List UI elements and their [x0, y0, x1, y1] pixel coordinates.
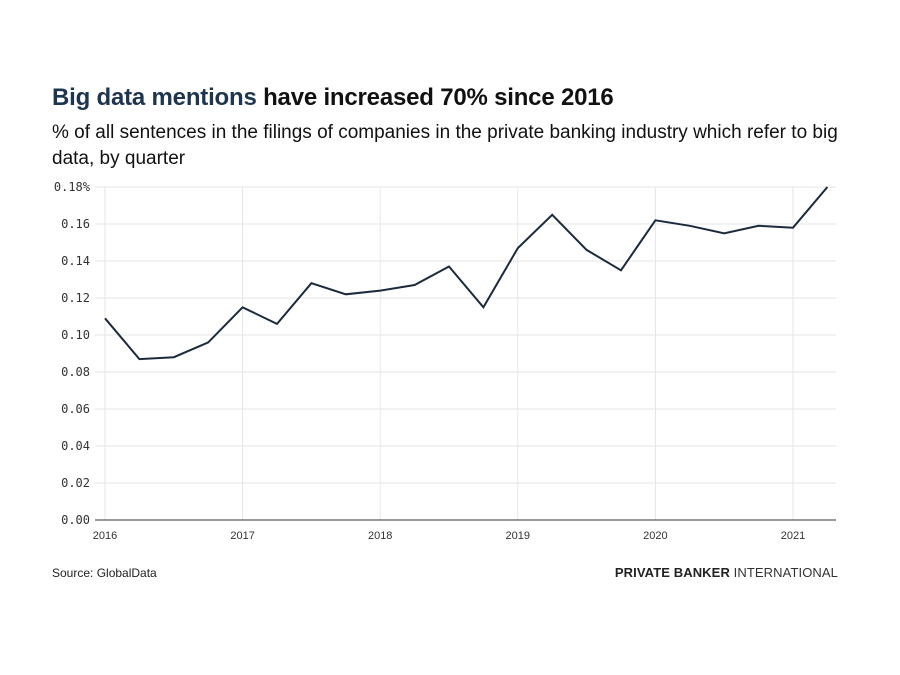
x-axis-labels: 2016 2017 2018 2019 2020 2021	[93, 530, 805, 542]
chart-subtitle: % of all sentences in the filings of com…	[52, 122, 838, 169]
y-tick-label: 0.18%	[54, 180, 91, 194]
brand-logo: PRIVATE BANKER INTERNATIONAL	[615, 565, 838, 580]
x-tick-label: 2016	[93, 530, 117, 542]
chart-title-rest: have increased 70% since 2016	[256, 84, 614, 111]
y-tick-label: 0.16	[61, 217, 90, 231]
y-tick-label: 0.00	[61, 513, 90, 527]
x-tick-label: 2020	[643, 530, 667, 542]
brand-bold: PRIVATE BANKER	[614, 565, 730, 580]
series-line	[104, 186, 829, 361]
y-tick-label: 0.14	[61, 254, 90, 268]
y-gridlines	[95, 186, 836, 484]
y-tick-label: 0.02	[61, 476, 90, 490]
y-axis-labels: 0.00 0.02 0.04 0.06 0.08 0.10 0.12 0.14 0.16 0.18…	[54, 180, 91, 527]
y-tick-label: 0.12	[61, 291, 90, 305]
series-group	[104, 186, 829, 361]
source-note: Source: GlobalData	[52, 566, 157, 580]
y-tick-label: 0.06	[61, 402, 90, 416]
chart-title-highlight: Big data mentions	[52, 84, 257, 111]
x-tick-label: 2017	[230, 530, 254, 542]
x-tick-label: 2021	[781, 530, 805, 542]
y-tick-label: 0.08	[61, 365, 90, 379]
x-tick-label: 2018	[368, 530, 392, 542]
x-gridlines	[104, 187, 794, 520]
y-tick-label: 0.10	[61, 328, 90, 342]
chart-title: Big data mentions have increased 70% sin…	[52, 84, 614, 112]
x-tick-label: 2019	[506, 530, 530, 542]
y-tick-label: 0.04	[61, 439, 90, 453]
brand-light: INTERNATIONAL	[729, 565, 838, 580]
